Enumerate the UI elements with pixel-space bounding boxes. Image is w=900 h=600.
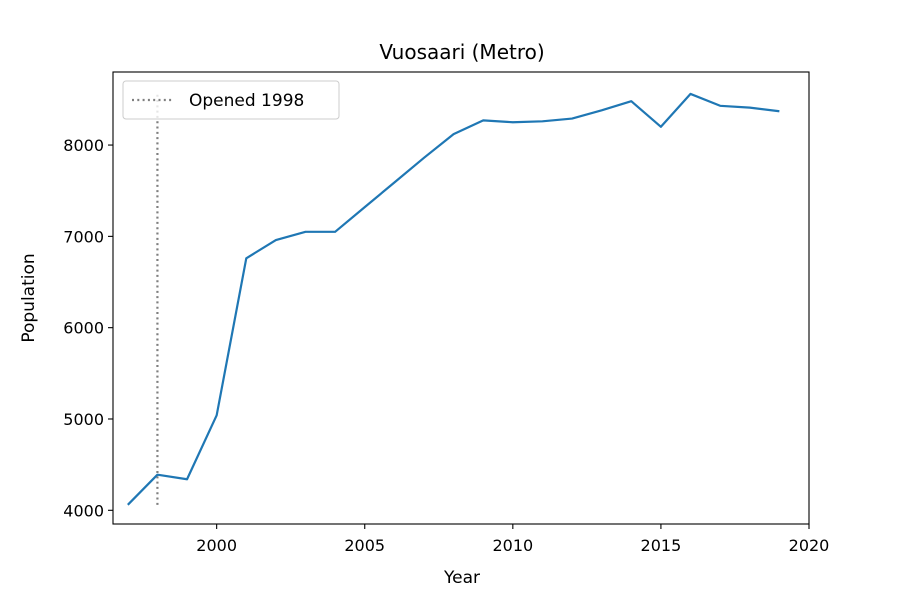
y-tick-label-7000: 7000 [63,227,104,246]
plot-area: 2000 2005 2010 2015 2020 4000 5000 6000 7000 8000… [63,71,830,555]
y-tick-label-6000: 6000 [63,319,104,338]
x-tick-label-2015: 2015 [641,536,682,555]
legend-label-0: Opened 1998 [189,91,304,111]
axes-frame [112,71,810,525]
x-tick-label-2000: 2000 [196,536,237,555]
y-tick-label-8000: 8000 [63,136,104,155]
x-tick-label-2020: 2020 [789,536,830,555]
x-tick-label-2010: 2010 [492,536,533,555]
x-axis-label: Year [443,568,480,588]
legend-box [122,80,340,120]
chart-title: Vuosaari (Metro) [379,40,544,64]
x-tick-label-2005: 2005 [344,536,385,555]
y-axis-label: Population [19,253,39,342]
y-tick-label-4000: 4000 [63,501,104,520]
y-tick-label-5000: 5000 [63,410,104,429]
series-line-0 [127,92,780,506]
